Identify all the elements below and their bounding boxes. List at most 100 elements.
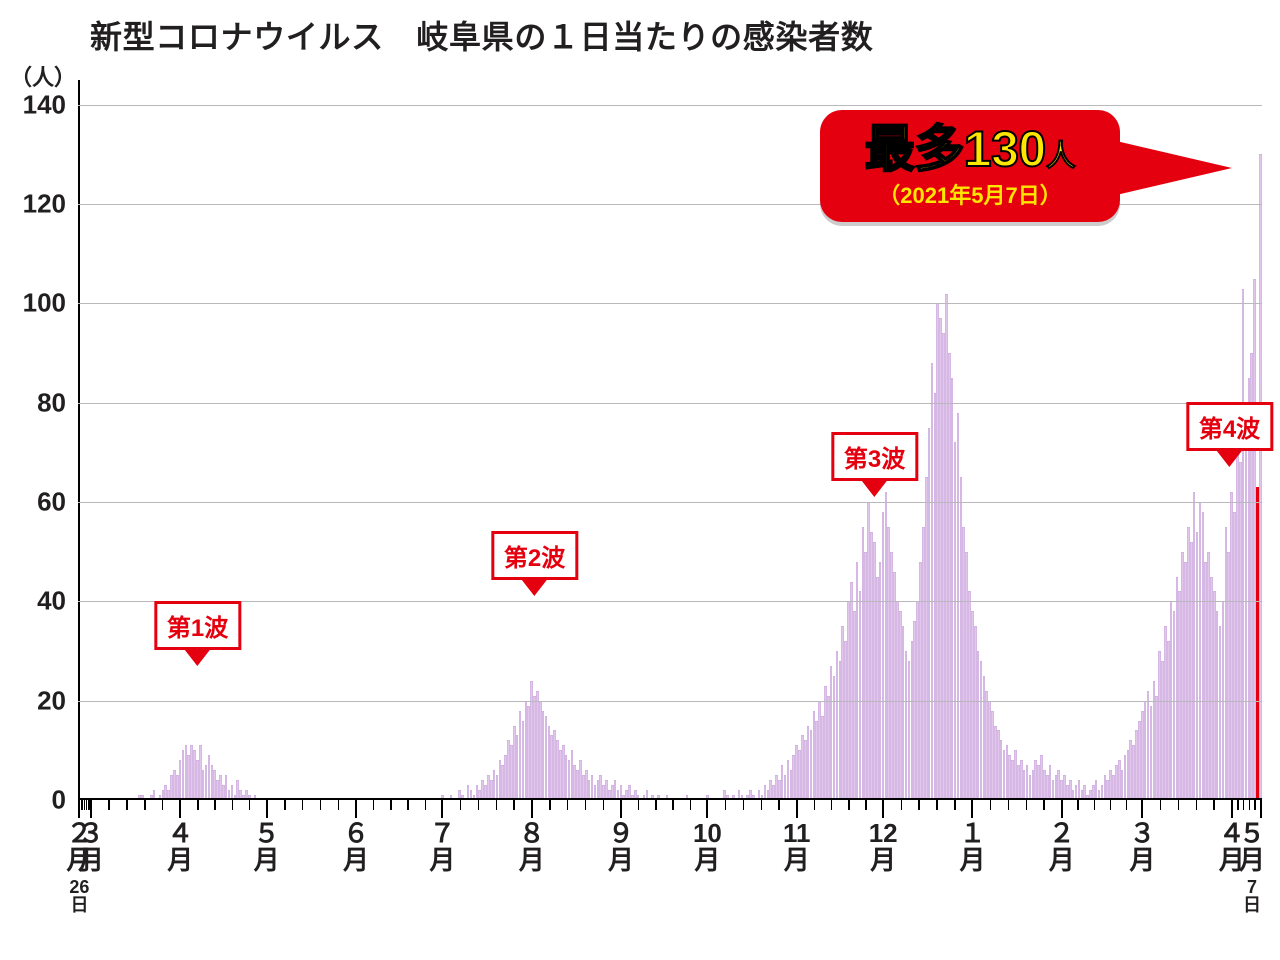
x-minor-tick xyxy=(197,800,199,810)
x-month-label: ２月 xyxy=(1049,820,1075,875)
grid-line xyxy=(78,601,1262,602)
x-minor-tick xyxy=(918,800,920,810)
y-tick-label: 80 xyxy=(37,387,78,418)
x-minor-tick xyxy=(1160,800,1162,810)
x-minor-tick xyxy=(1110,800,1112,810)
x-month-sublabel: 26日 xyxy=(69,878,89,914)
x-major-tick xyxy=(441,800,443,818)
x-minor-tick xyxy=(1249,800,1251,810)
x-month-label: ６月 xyxy=(343,820,369,875)
grid-line xyxy=(78,502,1262,503)
x-minor-tick xyxy=(990,800,992,810)
callout-balloon: 最多130人（2021年5月7日） xyxy=(820,110,1120,222)
x-minor-tick xyxy=(848,800,850,810)
x-month-label: 12月 xyxy=(869,820,898,875)
wave-label-arrow xyxy=(861,479,889,497)
x-minor-tick xyxy=(425,800,427,810)
x-major-tick xyxy=(90,800,92,818)
x-minor-tick xyxy=(814,800,816,810)
wave-label: 第2波 xyxy=(491,531,578,596)
x-minor-tick xyxy=(1178,800,1180,810)
x-minor-tick xyxy=(1213,800,1215,810)
chart-title: 新型コロナウイルス 岐阜県の１日当たりの感染者数 xyxy=(90,12,873,58)
x-minor-tick xyxy=(407,800,409,810)
x-minor-tick xyxy=(831,800,833,810)
bar xyxy=(1259,154,1262,800)
callout-sub-text: （2021年5月7日） xyxy=(850,178,1090,210)
y-axis-line xyxy=(78,80,80,800)
x-minor-tick xyxy=(761,800,763,810)
x-major-tick xyxy=(1141,800,1143,818)
wave-label: 第4波 xyxy=(1186,402,1273,467)
y-tick-label: 100 xyxy=(23,288,78,319)
x-minor-tick xyxy=(549,800,551,810)
x-minor-tick xyxy=(585,800,587,810)
x-month-label: 11月 xyxy=(783,820,811,875)
x-major-tick xyxy=(796,800,798,818)
x-month-label: 10月 xyxy=(693,820,722,875)
grid-line xyxy=(78,105,1262,106)
x-month-label: ３月 xyxy=(1129,820,1155,875)
x-major-tick xyxy=(531,800,533,818)
x-minor-tick xyxy=(108,800,110,810)
wave-label-box: 第3波 xyxy=(831,432,918,481)
x-minor-tick xyxy=(638,800,640,810)
x-minor-tick xyxy=(249,800,251,810)
x-minor-tick xyxy=(81,800,83,810)
x-minor-tick xyxy=(1043,800,1045,810)
x-major-tick xyxy=(78,800,80,818)
y-tick-label: 0 xyxy=(52,785,78,816)
x-minor-tick xyxy=(390,800,392,810)
callout-body: 最多130人（2021年5月7日） xyxy=(820,110,1120,222)
wave-label-box: 第2波 xyxy=(491,531,578,580)
plot-area: ２月26日３月４月５月６月７月８月９月10月11月12月１月２月３月４月５月7日… xyxy=(78,80,1262,800)
x-minor-tick xyxy=(936,800,938,810)
x-month-label: ３月 xyxy=(78,820,104,875)
chart-page: 新型コロナウイルス 岐阜県の１日当たりの感染者数 （人） ２月26日３月４月５月… xyxy=(0,0,1280,960)
x-minor-tick xyxy=(865,800,867,810)
x-minor-tick xyxy=(284,800,286,810)
wave-label-arrow xyxy=(184,648,212,666)
wave-label: 第1波 xyxy=(154,601,241,666)
wave-label-box: 第4波 xyxy=(1186,402,1273,451)
x-minor-tick xyxy=(513,800,515,810)
x-minor-tick xyxy=(690,800,692,810)
x-minor-tick xyxy=(1008,800,1010,810)
y-tick-label: 140 xyxy=(23,89,78,120)
x-minor-tick xyxy=(1094,800,1096,810)
x-minor-tick xyxy=(778,800,780,810)
x-minor-tick xyxy=(655,800,657,810)
x-minor-tick xyxy=(302,800,304,810)
x-minor-tick xyxy=(144,800,146,810)
x-minor-tick xyxy=(126,800,128,810)
x-month-label: ５月 xyxy=(254,820,280,875)
x-minor-tick xyxy=(901,800,903,810)
x-minor-tick xyxy=(1196,800,1198,810)
x-month-label: ８月 xyxy=(519,820,545,875)
x-major-tick xyxy=(1260,800,1262,818)
y-axis-unit: （人） xyxy=(10,60,76,92)
x-month-sublabel: 7日 xyxy=(1243,878,1261,914)
x-major-tick xyxy=(1231,800,1233,818)
x-minor-tick xyxy=(1237,800,1239,810)
x-minor-tick xyxy=(743,800,745,810)
y-tick-label: 40 xyxy=(37,586,78,617)
x-minor-tick xyxy=(84,800,86,810)
grid-line xyxy=(78,403,1262,404)
x-month-label: ５月 xyxy=(1239,820,1265,875)
grid-line xyxy=(78,303,1262,304)
x-minor-tick xyxy=(496,800,498,810)
x-major-tick xyxy=(620,800,622,818)
x-minor-tick xyxy=(672,800,674,810)
x-major-tick xyxy=(971,800,973,818)
x-minor-tick xyxy=(954,800,956,810)
wave-label-box: 第1波 xyxy=(154,601,241,650)
x-minor-tick xyxy=(320,800,322,810)
grid-line xyxy=(78,701,1262,702)
x-minor-tick xyxy=(1077,800,1079,810)
x-minor-tick xyxy=(214,800,216,810)
y-tick-label: 60 xyxy=(37,487,78,518)
wave-label: 第3波 xyxy=(831,432,918,497)
x-month-label: ９月 xyxy=(608,820,634,875)
x-minor-tick xyxy=(1026,800,1028,810)
